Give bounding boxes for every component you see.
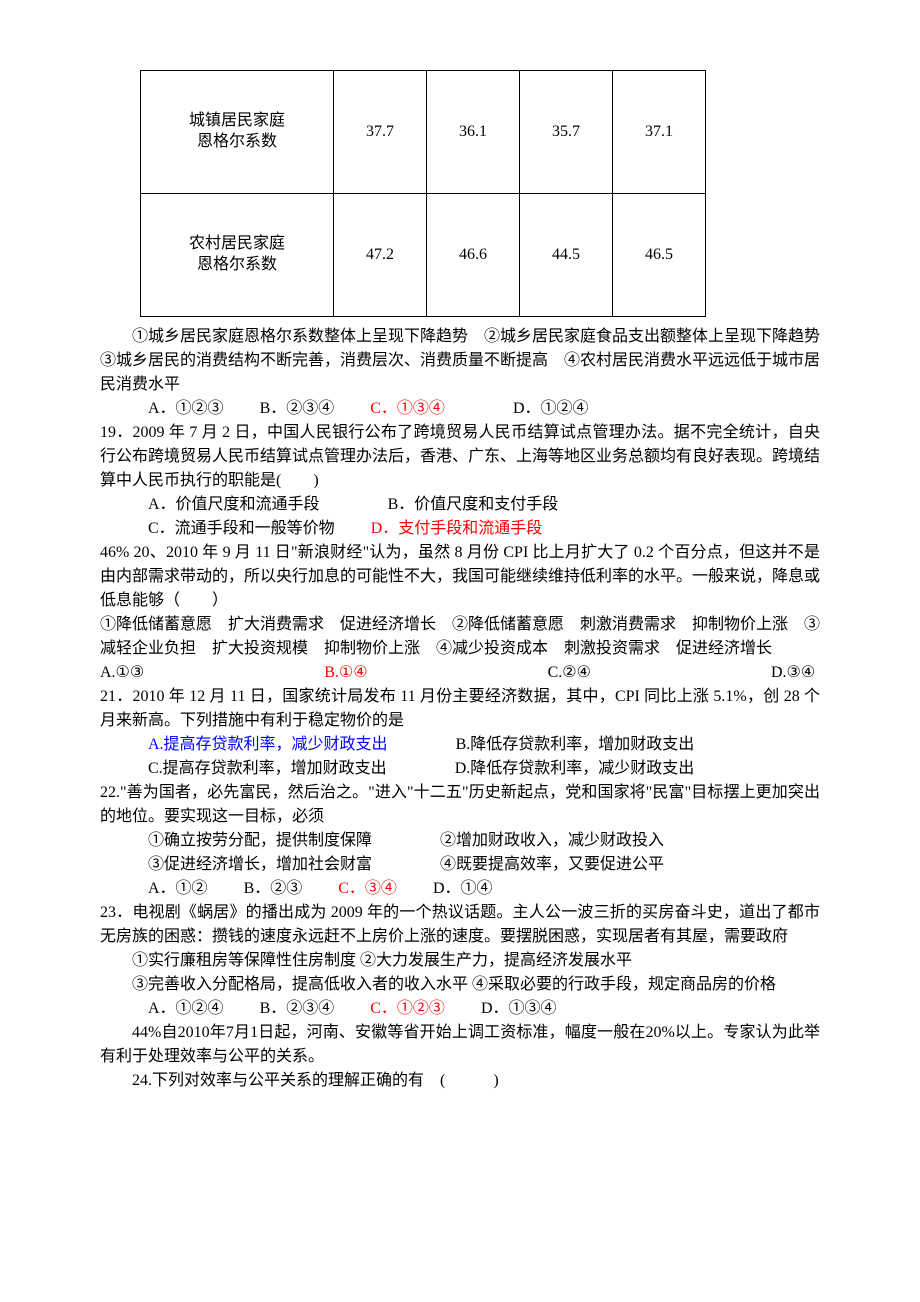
q22-choices: A．①② B．②③ C．③④ D．①④ [100, 877, 820, 901]
q20-choice-d: D.③④ [771, 664, 815, 681]
q22-opt-3: ③促进经济增长，增加社会财富 [148, 856, 372, 873]
q19-choice-a: A．价值尺度和流通手段 [148, 496, 320, 513]
q22-opts-row1: ①确立按劳分配，提供制度保障 ②增加财政收入，减少财政投入 [100, 829, 820, 853]
rural-val-1: 47.2 [334, 194, 427, 317]
q19-stem: 19．2009 年 7 月 2 日，中国人民银行公布了跨境贸易人民币结算试点管理… [100, 421, 820, 493]
q18-choices: A．①②③ B．②③④ C．①③④ D．①②④ [100, 397, 820, 421]
q20-choices: A.①③ B.①④ C.②④ D.③④ [100, 661, 820, 685]
document-page: 城镇居民家庭 恩格尔系数 37.7 36.1 35.7 37.1 农村居民家庭 … [0, 0, 920, 1153]
rural-row-label: 农村居民家庭 恩格尔系数 [141, 194, 334, 317]
label-line2: 恩格尔系数 [197, 256, 277, 273]
q23-choice-a: A．①②④ [148, 1000, 224, 1017]
q23-stem: 23．电视剧《蜗居》的播出成为 2009 年的一个热议话题。主人公一波三折的买房… [100, 901, 820, 949]
q21-choice-b: B.降低存贷款利率，增加财政支出 [456, 736, 695, 753]
q21-choices-row2: C.提高存贷款利率，增加财政支出 D.降低存贷款利率，减少财政支出 [100, 757, 820, 781]
q23-choice-b: B．②③④ [260, 1000, 335, 1017]
q18-choice-d: D．①②④ [513, 400, 589, 417]
q23-choices: A．①②④ B．②③④ C．①②③ D．①③④ [100, 997, 820, 1021]
q22-stem: 22."善为国者，必先富民，然后治之。"进入"十二五"历史新起点，党和国家将"民… [100, 781, 820, 829]
q23-opts1: ①实行廉租房等保障性住房制度 ②大力发展生产力，提高经济发展水平 [100, 949, 820, 973]
q22-opts-row2: ③促进经济增长，增加社会财富 ④既要提高效率，又要促进公平 [100, 853, 820, 877]
q21-choice-c: C.提高存贷款利率，增加财政支出 [148, 760, 387, 777]
q18-choice-c: C．①③④ [370, 400, 445, 417]
engel-coefficient-table: 城镇居民家庭 恩格尔系数 37.7 36.1 35.7 37.1 农村居民家庭 … [140, 70, 706, 317]
q20-stem1: 46% 20、2010 年 9 月 11 日"新浪财经"认为，虽然 8 月份 C… [100, 541, 820, 613]
label-line1: 城镇居民家庭 [189, 112, 285, 129]
q20-stem2: ①降低储蓄意愿 扩大消费需求 促进经济增长 ②降低储蓄意愿 刺激消费需求 抑制物… [100, 613, 820, 661]
q18-choice-b: B．②③④ [260, 400, 335, 417]
q24-intro: 44%自2010年7月1日起，河南、安徽等省开始上调工资标准，幅度一般在20%以… [100, 1021, 820, 1069]
urban-val-4: 37.1 [613, 71, 706, 194]
q21-choices-row1: A.提高存贷款利率，减少财政支出 B.降低存贷款利率，增加财政支出 [100, 733, 820, 757]
q23-choice-c: C．①②③ [370, 1000, 445, 1017]
q22-choice-a: A．①② [148, 880, 208, 897]
rural-val-4: 46.5 [613, 194, 706, 317]
urban-val-3: 35.7 [520, 71, 613, 194]
q18-stem: ①城乡居民家庭恩格尔系数整体上呈现下降趋势 ②城乡居民家庭食品支出额整体上呈现下… [100, 325, 820, 397]
label-line1: 农村居民家庭 [189, 235, 285, 252]
q24-stem: 24.下列对效率与公平关系的理解正确的有 ( ) [100, 1069, 820, 1093]
rural-val-3: 44.5 [520, 194, 613, 317]
q23-choice-d: D．①③④ [481, 1000, 557, 1017]
q19-choices-row1: A．价值尺度和流通手段 B．价值尺度和支付手段 [100, 493, 820, 517]
q19-choice-c: C．流通手段和一般等价物 [148, 520, 335, 537]
q20-choice-a: A.①③ [100, 664, 144, 681]
q18-choice-a: A．①②③ [148, 400, 224, 417]
q22-opt-1: ①确立按劳分配，提供制度保障 [148, 832, 372, 849]
q19-choices-row2: C．流通手段和一般等价物 D．支付手段和流通手段 [100, 517, 820, 541]
table-row: 城镇居民家庭 恩格尔系数 37.7 36.1 35.7 37.1 [141, 71, 706, 194]
q22-opt-2: ②增加财政收入，减少财政投入 [440, 832, 664, 849]
q22-choice-b: B．②③ [244, 880, 303, 897]
q21-choice-a: A.提高存贷款利率，减少财政支出 [148, 736, 388, 753]
table-row: 农村居民家庭 恩格尔系数 47.2 46.6 44.5 46.5 [141, 194, 706, 317]
label-line2: 恩格尔系数 [197, 133, 277, 150]
q22-opt-4: ④既要提高效率，又要促进公平 [440, 856, 664, 873]
rural-val-2: 46.6 [427, 194, 520, 317]
q20-choice-b: B.①④ [324, 664, 367, 681]
q22-choice-d: D．①④ [433, 880, 493, 897]
urban-val-1: 37.7 [334, 71, 427, 194]
urban-row-label: 城镇居民家庭 恩格尔系数 [141, 71, 334, 194]
q19-choice-d: D．支付手段和流通手段 [371, 520, 543, 537]
q20-choice-c: C.②④ [548, 664, 591, 681]
q22-choice-c: C．③④ [338, 880, 397, 897]
q21-stem: 21．2010 年 12 月 11 日，国家统计局发布 11 月份主要经济数据，… [100, 685, 820, 733]
q21-choice-d: D.降低存贷款利率，减少财政支出 [455, 760, 695, 777]
q23-opts2: ③完善收入分配格局，提高低收入者的收入水平 ④采取必要的行政手段，规定商品房的价… [100, 973, 820, 997]
q19-choice-b: B．价值尺度和支付手段 [388, 496, 559, 513]
urban-val-2: 36.1 [427, 71, 520, 194]
